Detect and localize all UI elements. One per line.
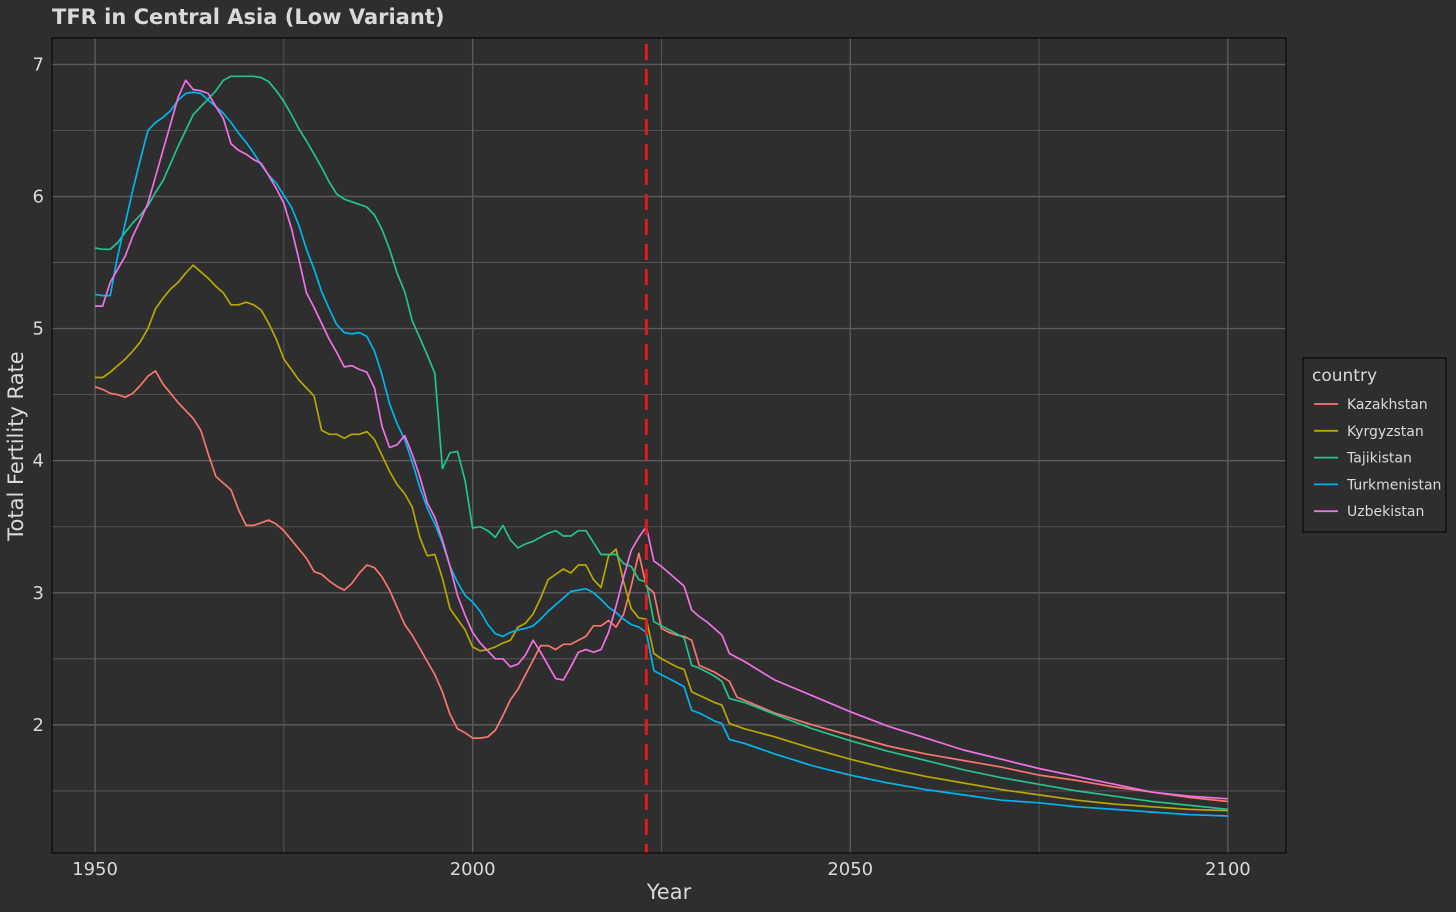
y-tick-label: 3 xyxy=(33,583,44,604)
y-tick-label: 7 xyxy=(33,54,44,75)
y-tick-label: 2 xyxy=(33,715,44,736)
y-tick-label: 6 xyxy=(33,187,44,208)
legend-box xyxy=(1302,357,1447,533)
series-line-kyrgyzstan xyxy=(95,264,1228,812)
series-line-kazakhstan xyxy=(94,370,1228,803)
series-line-turkmenistan xyxy=(94,91,1228,817)
legend-label: Kyrgyzstan xyxy=(1347,424,1424,440)
legend-label: Kazakhstan xyxy=(1347,397,1428,413)
series-line-uzbekistan xyxy=(95,79,1228,800)
y-tick-label: 4 xyxy=(33,451,44,472)
x-tick-label: 2100 xyxy=(1205,859,1251,880)
y-tick-label: 5 xyxy=(33,319,44,340)
plot-panel-border xyxy=(51,37,1287,854)
y-axis-ticks: 2 3 4 5 6 7 xyxy=(33,54,44,735)
legend-items: Kazakhstan Kyrgyzstan Tajikistan Turkmenist… xyxy=(1314,397,1441,520)
legend-label: Uzbekistan xyxy=(1347,504,1424,520)
legend-title: country xyxy=(1312,366,1377,386)
series-line-tajikistan xyxy=(94,75,1228,811)
grid-lines xyxy=(52,38,1286,853)
chart-title: TFR in Central Asia (Low Variant) xyxy=(52,5,444,29)
x-axis-title: Year xyxy=(646,880,692,904)
y-axis-title: Total Fertility Rate xyxy=(4,351,28,541)
x-tick-label: 1950 xyxy=(72,859,118,880)
legend-label: Turkmenistan xyxy=(1346,477,1441,493)
legend: country Kazakhstan Kyrgyzstan Tajikistan Tu… xyxy=(1302,357,1447,533)
series-lines xyxy=(94,75,1228,817)
legend-label: Tajikistan xyxy=(1346,451,1412,467)
x-tick-label: 2000 xyxy=(450,859,496,880)
x-tick-label: 2050 xyxy=(827,859,873,880)
x-axis-ticks: 1950 2000 2050 2100 xyxy=(72,859,1251,880)
